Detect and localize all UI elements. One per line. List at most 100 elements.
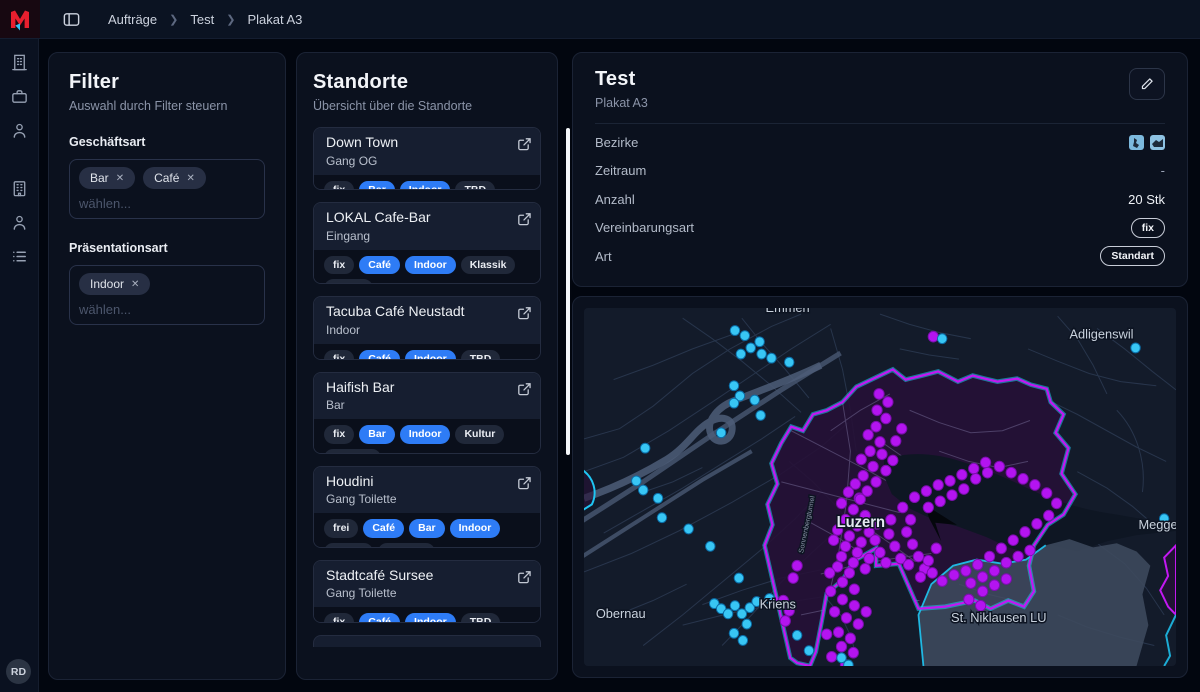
map-marker-cyan[interactable] [755, 409, 766, 421]
map-marker-magenta[interactable] [839, 513, 852, 526]
map-marker-magenta[interactable] [932, 479, 944, 491]
map-marker-magenta[interactable] [847, 556, 859, 569]
map-marker-cyan[interactable] [764, 593, 775, 604]
map-marker-cyan[interactable] [736, 608, 748, 620]
map-marker-cyan[interactable] [843, 659, 854, 666]
map-marker-cyan[interactable] [749, 394, 760, 406]
map-marker-magenta[interactable] [869, 534, 881, 547]
map-marker-magenta[interactable] [912, 550, 925, 563]
map-marker-magenta[interactable] [777, 594, 789, 607]
district-region[interactable] [918, 539, 1151, 666]
map-marker-magenta[interactable] [851, 520, 863, 532]
map-marker-magenta[interactable] [1017, 472, 1029, 485]
external-link-icon[interactable] [516, 211, 531, 231]
map-marker-magenta[interactable] [863, 526, 875, 538]
map-marker-magenta[interactable] [860, 605, 872, 618]
location-item[interactable]: Haifish BarBarfixBarIndoorKulturKonzert [313, 371, 541, 454]
map-marker-magenta[interactable] [901, 526, 913, 538]
map-marker-magenta[interactable] [870, 420, 882, 433]
user-icon-2[interactable] [7, 210, 31, 234]
map-marker-magenta[interactable] [922, 501, 934, 514]
map-marker-magenta[interactable] [908, 491, 921, 504]
map-marker-magenta[interactable] [840, 612, 853, 624]
map-marker-magenta[interactable] [851, 546, 863, 559]
map-marker-magenta[interactable] [944, 475, 956, 487]
map-marker-magenta[interactable] [824, 567, 836, 579]
map-marker-magenta[interactable] [843, 530, 856, 542]
map-marker-magenta[interactable] [975, 599, 987, 612]
map-marker-cyan[interactable] [728, 380, 740, 392]
map-marker-magenta[interactable] [988, 579, 1001, 592]
map-marker-magenta[interactable] [927, 330, 939, 343]
map-marker-magenta[interactable] [831, 524, 844, 536]
map-marker-cyan[interactable] [722, 608, 734, 620]
map-marker-magenta[interactable] [876, 448, 888, 461]
external-link-icon[interactable] [516, 305, 531, 325]
scrollbar-thumb[interactable] [566, 128, 570, 455]
map-marker-magenta[interactable] [828, 605, 841, 618]
map-marker-cyan[interactable] [637, 484, 649, 496]
map-marker-magenta[interactable] [882, 396, 894, 408]
map-marker-magenta[interactable] [1029, 479, 1041, 491]
map-marker-magenta[interactable] [832, 626, 845, 639]
location-item[interactable]: Tacuba Café Neustadt Indoor fix Café Indoor T… [313, 296, 541, 360]
location-item[interactable]: Stadtcafé Sursee Gang Toilette fix Café Indo… [313, 559, 541, 623]
map-marker-cyan[interactable] [754, 336, 765, 348]
map-marker-magenta[interactable] [880, 556, 892, 569]
map-marker-magenta[interactable] [1043, 509, 1055, 522]
map-marker-magenta[interactable] [861, 485, 873, 497]
map-marker-magenta[interactable] [836, 593, 849, 606]
map-marker-magenta[interactable] [874, 436, 886, 448]
map-marker-cyan[interactable] [936, 333, 948, 345]
map-marker-magenta[interactable] [976, 585, 989, 598]
map-marker-magenta[interactable] [852, 618, 864, 630]
district-thumbnail-icon[interactable] [1150, 134, 1165, 150]
map-marker-magenta[interactable] [914, 571, 927, 583]
map-marker-magenta[interactable] [862, 429, 874, 441]
map-marker-magenta[interactable] [847, 503, 859, 516]
map-marker-cyan[interactable] [756, 348, 767, 360]
multiselect-input[interactable]: Bar ✕ Café ✕ wählen... [69, 159, 265, 219]
map-marker-magenta[interactable] [836, 576, 849, 588]
map-marker-cyan[interactable] [683, 523, 694, 535]
map-marker-magenta[interactable] [1000, 556, 1012, 569]
map-marker-magenta[interactable] [825, 585, 837, 598]
sidebar-toggle-icon[interactable] [58, 6, 84, 32]
map-marker-magenta[interactable] [791, 559, 803, 572]
multiselect-input[interactable]: Indoor ✕ wählen... [69, 265, 265, 325]
map-marker-magenta[interactable] [883, 528, 895, 540]
map-marker-magenta[interactable] [859, 562, 871, 575]
list-icon[interactable] [7, 244, 31, 268]
map-marker-magenta[interactable] [948, 569, 960, 581]
location-item[interactable]: Down Town Gang OG fix Bar Indoor TBD [313, 127, 541, 191]
map-marker-magenta[interactable] [963, 593, 975, 606]
map-marker-cyan[interactable] [745, 342, 756, 354]
map-marker-magenta[interactable] [1019, 526, 1031, 538]
user-icon[interactable] [7, 118, 31, 142]
map-marker-magenta[interactable] [857, 469, 869, 482]
map-marker-magenta[interactable] [890, 435, 902, 447]
map-marker-magenta[interactable] [843, 567, 856, 579]
map-marker-magenta[interactable] [855, 536, 867, 549]
map-marker-cyan[interactable] [733, 572, 745, 584]
map-marker-cyan[interactable] [729, 600, 741, 612]
breadcrumb-item[interactable]: Aufträge [108, 11, 158, 27]
map-marker-magenta[interactable] [930, 542, 942, 555]
external-link-icon[interactable] [516, 475, 531, 495]
map-marker-magenta[interactable] [958, 483, 970, 495]
map-marker-magenta[interactable] [887, 454, 899, 467]
map-marker-magenta[interactable] [1050, 497, 1063, 510]
map-marker-magenta[interactable] [863, 552, 875, 565]
map-marker-magenta[interactable] [885, 513, 897, 526]
map-marker-magenta[interactable] [779, 615, 791, 627]
filter-tag-bar[interactable]: Bar ✕ [79, 167, 136, 189]
map-marker-magenta[interactable] [895, 552, 907, 565]
map-marker-magenta[interactable] [873, 388, 885, 400]
map-marker-magenta[interactable] [906, 538, 919, 551]
map-marker-magenta[interactable] [936, 575, 948, 587]
map-marker-cyan[interactable] [705, 540, 716, 552]
remove-tag-icon[interactable]: ✕ [115, 172, 125, 184]
map-marker-magenta[interactable] [848, 599, 860, 612]
edit-button[interactable] [1129, 68, 1165, 100]
map-marker-cyan[interactable] [783, 356, 795, 368]
